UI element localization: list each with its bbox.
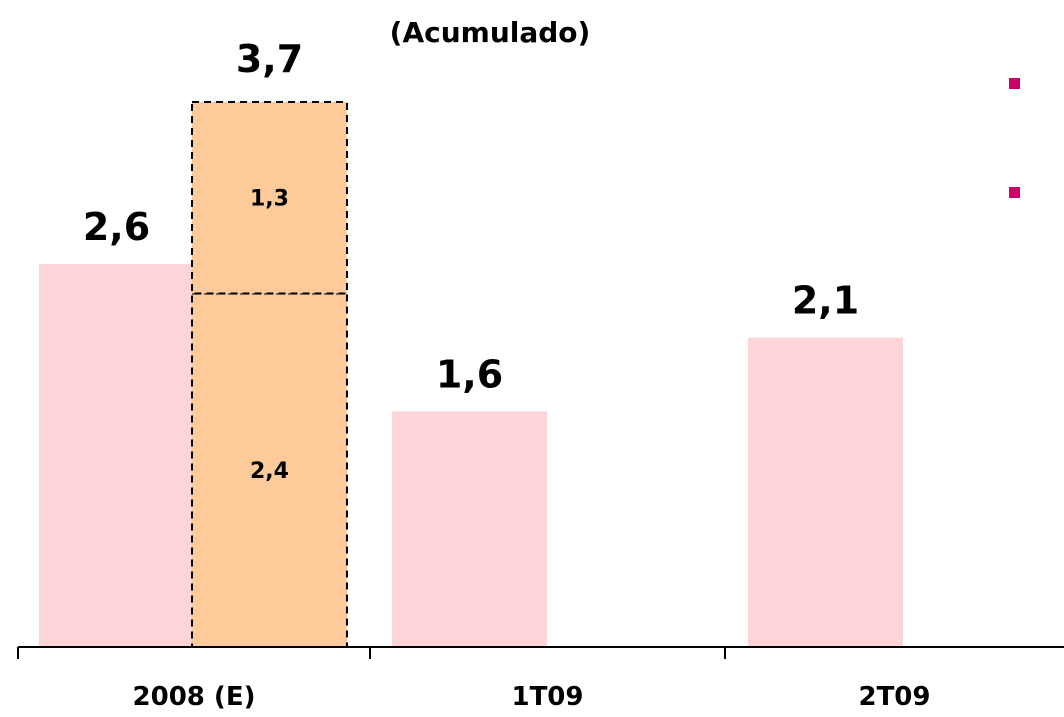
x-tick-label-3: 2T09 <box>858 682 930 712</box>
bar-3 <box>748 337 903 647</box>
bar-2 <box>392 411 547 647</box>
stacked-segment-1 <box>191 292 348 648</box>
legend-marker-1 <box>1009 78 1020 89</box>
x-tick-label-2: 1T09 <box>511 682 583 712</box>
bar-value-label-3: 2,1 <box>792 279 859 323</box>
stacked-total-label: 3,7 <box>236 37 303 81</box>
stacked-segment-label-2: 1,3 <box>250 187 289 212</box>
stacked-segment-label-1: 2,4 <box>250 459 289 484</box>
bar-value-label-1: 2,6 <box>83 205 150 249</box>
bar-1 <box>39 264 194 647</box>
stacked-segment-2 <box>191 101 348 295</box>
legend-marker-2 <box>1009 187 1020 198</box>
chart-marks: 2,6 1,6 2,1 2,4 1,3 3,7 2008 (E) 1T09 2T09 <box>17 37 1064 712</box>
x-tick-label-1: 2008 (E) <box>133 682 256 712</box>
chart-title: (Acumulado) <box>390 16 591 49</box>
bar-value-label-2: 1,6 <box>436 352 503 396</box>
